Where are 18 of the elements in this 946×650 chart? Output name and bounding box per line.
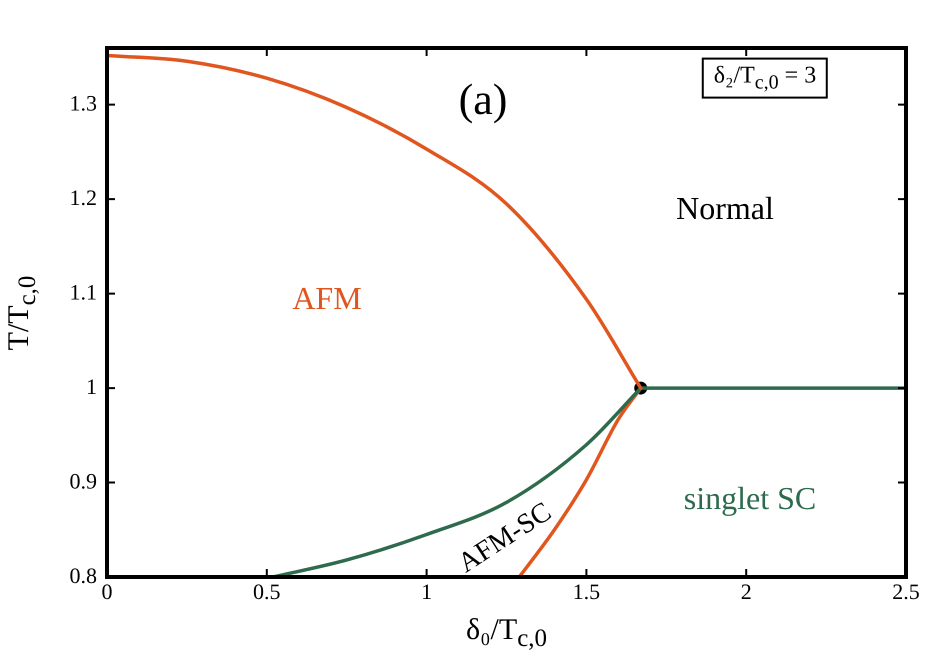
y-tick-label: 1.1 [70,279,97,304]
x-axis-title: δ₀/T$_{c,0}$ [466,613,548,650]
x-tick-label: 0 [102,578,112,604]
annotation: AFM [292,280,362,316]
x-tick-label: 1 [421,578,432,604]
y-tick-label: 1 [86,374,97,399]
x-tick-label: 1.5 [572,578,600,604]
x-tick-label: 0.5 [253,578,281,604]
annotation: singlet SC [684,480,816,516]
x-tick-label: 2.5 [892,578,920,604]
annotation: Normal [676,190,774,226]
x-tick-label: 2 [740,578,752,604]
y-tick-label: 0.8 [70,562,97,588]
annotation: δ₂/T$_{c,0}$ = 3 [702,58,828,98]
y-tick-label: 1.3 [70,90,97,116]
y-tick-label: 0.9 [70,468,97,494]
y-tick-label: 1.2 [70,184,97,210]
annotation: (a) [458,75,508,124]
